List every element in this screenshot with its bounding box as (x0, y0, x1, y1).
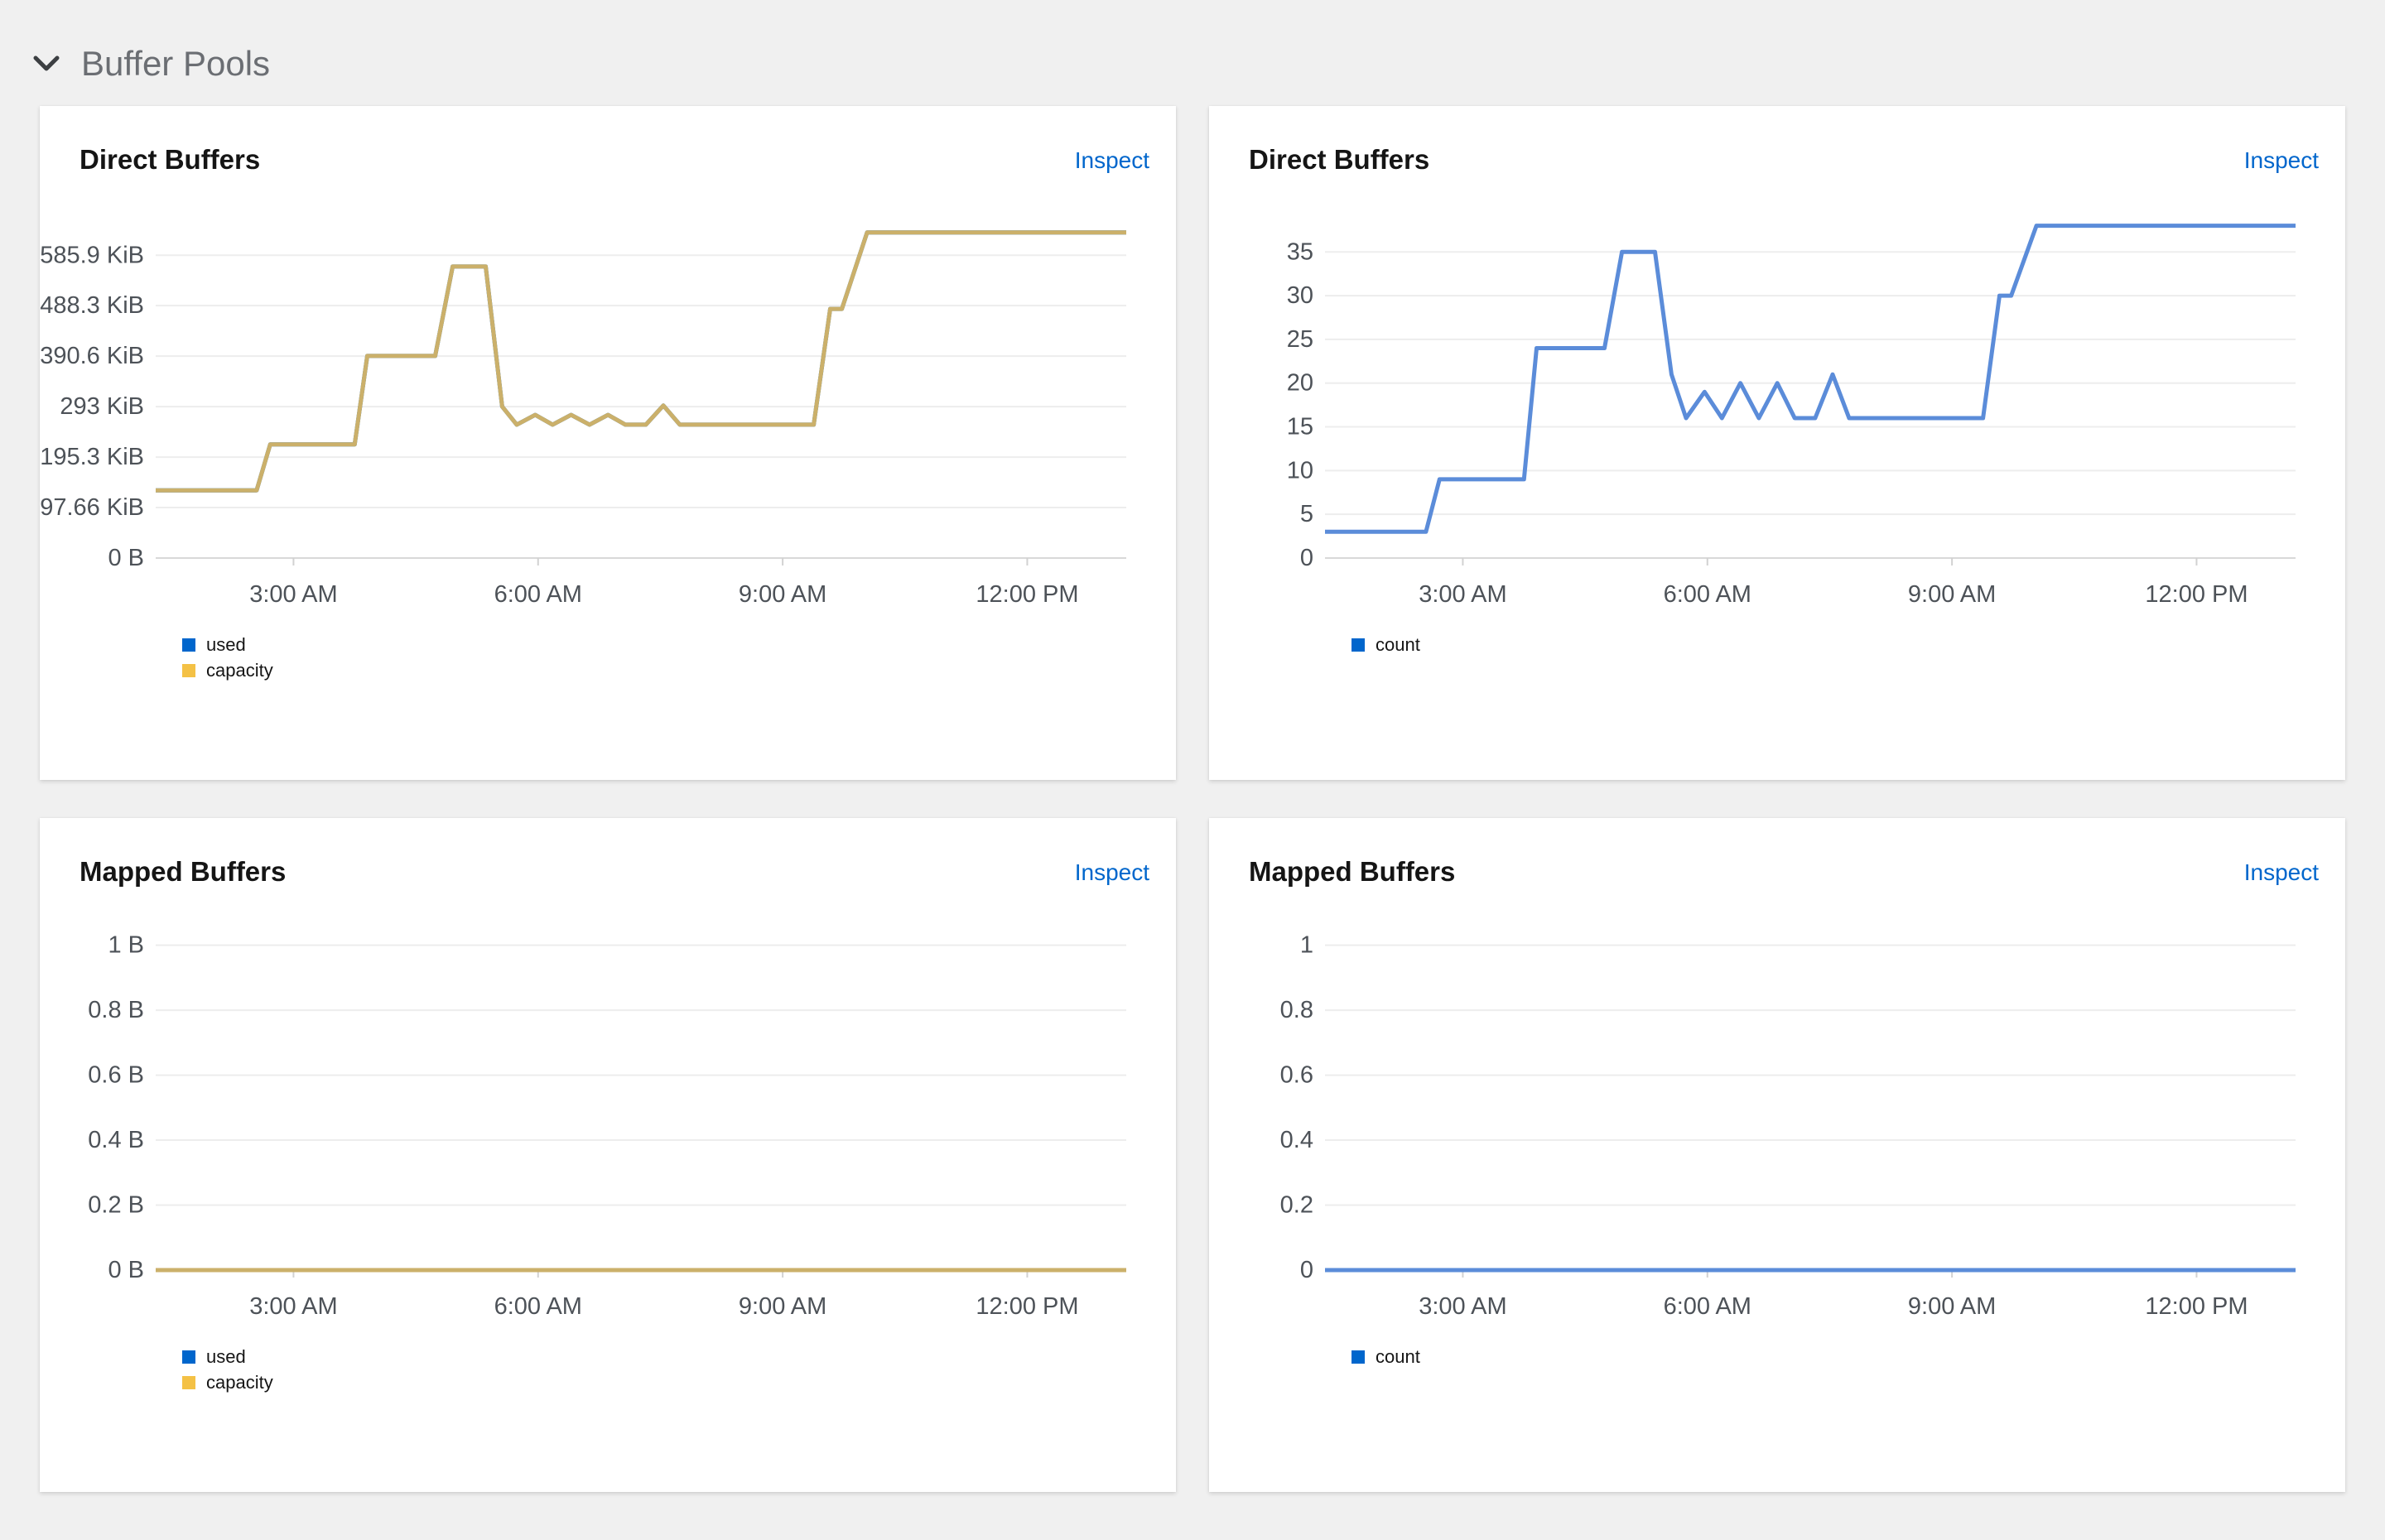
line-chart-mapped-buffers-memory: 1 B 0.8 B 0.6 B 0.4 B 0.2 B 0 B 3:00 AM 6:00 AM… (88, 932, 1126, 1320)
y-axis-label: 0 (1300, 1257, 1313, 1283)
x-axis-label: 9:00 AM (739, 1293, 826, 1320)
inspect-link[interactable]: Inspect (2243, 859, 2319, 885)
x-axis-label: 3:00 AM (249, 581, 337, 608)
chevron-down-icon (33, 55, 60, 71)
series-line-used (156, 230, 1126, 493)
section-title: Buffer Pools (81, 44, 271, 83)
y-axis-label: 35 (1287, 238, 1313, 265)
chart-legend: count (1352, 636, 1420, 662)
y-axis-label: 30 (1287, 282, 1313, 309)
card-title: Mapped Buffers (1249, 856, 1456, 887)
legend-label: capacity (206, 1372, 273, 1393)
y-axis-label: 0 (1300, 545, 1313, 571)
legend-item-count: count (1352, 1348, 1420, 1366)
x-axis-label: 6:00 AM (1664, 581, 1751, 608)
chart-legend: used capacity (182, 1348, 273, 1399)
y-axis-label: 0.4 (1280, 1127, 1313, 1153)
chart-legend: count (1352, 1348, 1420, 1374)
x-axis-label: 12:00 PM (2145, 581, 2248, 608)
x-axis-label: 6:00 AM (1664, 1293, 1751, 1320)
y-axis-label: 0.6 (1280, 1062, 1313, 1089)
x-axis-label: 6:00 AM (494, 1293, 582, 1320)
y-axis-label: 15 (1287, 414, 1313, 440)
legend-swatch (1352, 638, 1365, 652)
y-axis-label: 293 KiB (60, 393, 144, 420)
legend-item-capacity: capacity (182, 662, 273, 680)
legend-label: capacity (206, 660, 273, 681)
card-title: Direct Buffers (80, 144, 261, 175)
y-axis-label: 0 B (108, 545, 144, 571)
card-mapped-buffers-count: Mapped Buffers Inspect 1 0.8 0.6 0.4 0.2 0 3:0… (1209, 818, 2345, 1492)
y-axis-label: 0.8 B (88, 997, 144, 1023)
legend-item-capacity: capacity (182, 1374, 273, 1392)
legend-item-count: count (1352, 636, 1420, 654)
legend-swatch (1352, 1350, 1365, 1364)
y-axis-label: 1 (1300, 932, 1313, 959)
x-axis-label: 9:00 AM (739, 581, 826, 608)
card-mapped-buffers-memory: Mapped Buffers Inspect 1 B 0.8 B 0.6 B 0.4 … (40, 818, 1176, 1492)
series-line-capacity (156, 230, 1126, 493)
y-axis-label: 0.8 (1280, 997, 1313, 1023)
y-axis-label: 0.2 B (88, 1192, 144, 1219)
legend-swatch (182, 638, 195, 652)
y-axis-label: 0.6 B (88, 1062, 144, 1089)
chart-legend: used capacity (182, 636, 273, 687)
y-axis-label: 1 B (108, 932, 144, 959)
legend-label: count (1376, 634, 1420, 655)
x-axis-label: 9:00 AM (1908, 1293, 1996, 1320)
y-axis-label: 488.3 KiB (40, 292, 144, 319)
card-title: Mapped Buffers (80, 856, 287, 887)
x-axis-label: 9:00 AM (1908, 581, 1996, 608)
card-direct-buffers-count: Direct Buffers Inspect 35 30 25 20 15 10 5 0 3:0… (1209, 106, 2345, 780)
inspect-link[interactable]: Inspect (2243, 147, 2319, 173)
x-axis-label: 3:00 AM (249, 1293, 337, 1320)
section-toggle-buffer-pools[interactable]: Buffer Pools (33, 46, 270, 81)
y-axis-label: 390.6 KiB (40, 343, 144, 369)
y-axis-label: 0.2 (1280, 1192, 1313, 1219)
inspect-link[interactable]: Inspect (1074, 859, 1149, 885)
y-axis-label: 20 (1287, 370, 1313, 397)
legend-item-used: used (182, 636, 273, 654)
card-title: Direct Buffers (1249, 144, 1430, 175)
legend-label: used (206, 634, 246, 655)
x-axis-label: 3:00 AM (1419, 1293, 1506, 1320)
line-chart-direct-buffers-memory: 585.9 KiB 488.3 KiB 390.6 KiB 293 KiB 195.3 … (40, 230, 1126, 608)
legend-label: count (1376, 1346, 1420, 1367)
legend-item-used: used (182, 1348, 273, 1366)
y-axis-label: 195.3 KiB (40, 444, 144, 470)
x-axis-label: 6:00 AM (494, 581, 582, 608)
y-axis-label: 0.4 B (88, 1127, 144, 1153)
y-axis-label: 5 (1300, 501, 1313, 527)
x-axis-label: 3:00 AM (1419, 581, 1506, 608)
y-axis-label: 10 (1287, 457, 1313, 484)
line-chart-direct-buffers-count: 35 30 25 20 15 10 5 0 3:00 AM 6:00 AM 9:00 AM 12:00… (1287, 224, 2296, 608)
y-axis-label: 585.9 KiB (40, 242, 144, 268)
legend-swatch (182, 1376, 195, 1389)
legend-label: used (206, 1346, 246, 1367)
y-axis-label: 25 (1287, 326, 1313, 353)
line-chart-mapped-buffers-count: 1 0.8 0.6 0.4 0.2 0 3:00 AM 6:00 AM 9:00 AM 12:00… (1280, 932, 2296, 1320)
x-axis-label: 12:00 PM (976, 1293, 1078, 1320)
y-axis-label: 97.66 KiB (40, 494, 144, 521)
card-direct-buffers-memory: Direct Buffers Inspect 585.9 KiB 488.3 Ki… (40, 106, 1176, 780)
legend-swatch (182, 664, 195, 677)
x-axis-label: 12:00 PM (976, 581, 1078, 608)
inspect-link[interactable]: Inspect (1074, 147, 1149, 173)
y-axis-label: 0 B (108, 1257, 144, 1283)
x-axis-label: 12:00 PM (2145, 1293, 2248, 1320)
series-line-count (1325, 224, 2296, 534)
legend-swatch (182, 1350, 195, 1364)
